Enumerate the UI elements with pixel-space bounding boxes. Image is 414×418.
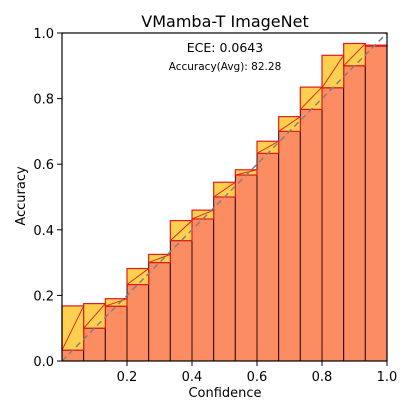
y-tick-label: 1.0 — [33, 27, 54, 42]
gap-hatch-4 — [126, 268, 149, 285]
accuracy-bar-4 — [126, 284, 150, 362]
accuracy-bar-9 — [234, 174, 258, 362]
chart-title: VMamba-T ImageNet — [141, 12, 308, 31]
ece-annotation: ECE: 0.0643 — [187, 40, 263, 55]
perfect-calibration-line — [61, 32, 388, 362]
x-tick-label: 0.6 — [247, 370, 268, 385]
accuracy-annotation: Accuracy(Avg): 82.28 — [169, 61, 282, 73]
gap-hatch-14 — [343, 43, 366, 67]
accuracy-bar-6 — [169, 240, 193, 362]
accuracy-bar-2 — [83, 327, 106, 362]
x-tick-label: 0.2 — [117, 370, 138, 385]
plot-frame — [61, 32, 388, 362]
x-axis-label: Confidence — [188, 386, 261, 401]
gap-hatch-3 — [105, 298, 128, 307]
gap-hatch-13 — [321, 55, 345, 89]
accuracy-bar-7 — [191, 218, 215, 362]
y-tick-label: 0.8 — [33, 93, 54, 108]
x-tick-label: 1.0 — [377, 370, 398, 385]
gap-hatch-8 — [213, 181, 236, 198]
gap-hatch-15 — [365, 44, 388, 47]
gap-hatch-1 — [61, 305, 85, 351]
y-axis-label: Accuracy — [14, 166, 29, 226]
accuracy-bar-14 — [343, 65, 366, 362]
accuracy-bar-12 — [299, 108, 323, 362]
y-tick-label: 0.4 — [33, 224, 54, 239]
gap-hatch-5 — [148, 253, 171, 264]
y-tick-label: 0.2 — [33, 289, 54, 304]
accuracy-bar-10 — [256, 152, 280, 362]
y-tick-label: 0.0 — [33, 355, 54, 370]
accuracy-bar-5 — [148, 262, 171, 362]
y-tick-label: 0.6 — [33, 158, 54, 173]
accuracy-bar-15 — [364, 45, 388, 362]
accuracy-bar-1 — [61, 349, 85, 362]
gap-hatch-6 — [170, 220, 193, 241]
ticks-layer: 0.2 0.4 0.6 0.8 1.0 0.0 0.2 0.4 0.6 0.8 1.0 — [33, 27, 397, 385]
gap-hatch-10 — [256, 140, 279, 154]
bars-layer — [61, 42, 388, 362]
gap-hatch-2 — [83, 303, 106, 329]
accuracy-bar-11 — [278, 130, 301, 362]
accuracy-bar-13 — [321, 87, 345, 362]
x-tick-label: 0.8 — [312, 370, 333, 385]
accuracy-bar-8 — [213, 196, 236, 362]
gap-hatch-9 — [235, 169, 258, 176]
gap-hatch-12 — [299, 86, 323, 110]
gap-hatch-11 — [278, 116, 301, 132]
x-tick-label: 0.4 — [182, 370, 203, 385]
